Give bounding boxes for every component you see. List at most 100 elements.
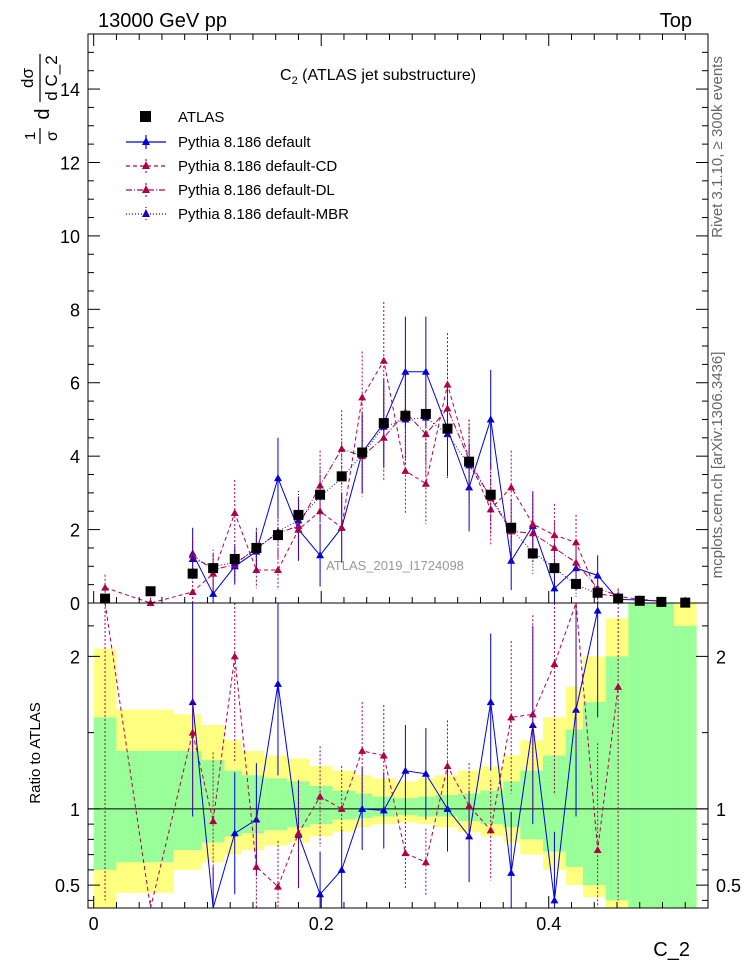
- main-point-dl: [443, 404, 452, 412]
- band-inner: [543, 755, 566, 852]
- main-point-atlas: [464, 456, 475, 467]
- x-tick-label: 0: [89, 914, 99, 934]
- main-point-atlas: [592, 587, 603, 598]
- y-tick-label-top: 6: [70, 374, 80, 394]
- ratio-point-default: [358, 804, 367, 812]
- band-inner: [434, 795, 458, 817]
- ratio-point-default: [273, 679, 282, 687]
- plot-title-sub: 2: [292, 75, 298, 87]
- main-point-cd: [507, 483, 516, 491]
- main-point-atlas: [315, 489, 326, 500]
- y-tick-label-top: 2: [70, 521, 80, 541]
- ratio-point-default: [421, 769, 430, 777]
- legend-marker-dl: [142, 185, 150, 193]
- band-inner: [417, 796, 435, 817]
- ratio-panel-frame: [87, 602, 709, 909]
- ratio-point-cd: [614, 682, 623, 690]
- plot-title-main: C: [280, 67, 292, 84]
- ratio-point-cd: [337, 804, 346, 812]
- ratio-point-default: [443, 804, 452, 812]
- ratio-point-cd: [421, 858, 430, 866]
- band-inner: [673, 625, 697, 908]
- band-inner: [503, 781, 521, 828]
- main-point-atlas: [506, 522, 517, 533]
- plot-title-rest: (ATLAS jet substructure): [298, 67, 476, 84]
- main-point-mbr: [294, 516, 303, 524]
- band-inner: [332, 790, 356, 820]
- band-inner: [520, 770, 544, 840]
- ratio-point-cd: [294, 829, 303, 837]
- legend-label-atlas: ATLAS: [178, 109, 224, 126]
- main-point-dl: [294, 521, 303, 529]
- ratio-point-cd: [486, 826, 495, 834]
- band-inner: [355, 793, 373, 819]
- ratio-point-cd: [401, 849, 410, 857]
- ratio-point-default: [337, 865, 346, 873]
- y-tick-label-ratio-right: 0.5: [716, 876, 741, 896]
- main-point-default: [316, 551, 325, 559]
- band-inner: [264, 778, 288, 831]
- main-point-dl: [572, 558, 581, 566]
- side-label-mcplots: mcplots.cern.ch [arXiv:1306.3436]: [709, 352, 726, 579]
- main-point-default: [401, 367, 410, 375]
- main-point-cd: [230, 509, 239, 517]
- legend-marker-mbr: [142, 209, 150, 217]
- y-tick-label-ratio-right: 2: [716, 647, 726, 667]
- legend-label-default: Pythia 8.186 default: [178, 134, 311, 151]
- main-point-cd: [209, 569, 218, 577]
- band-inner: [93, 717, 117, 870]
- legend: ATLAS Pythia 8.186 default Pythia 8.186 …: [126, 109, 349, 223]
- ratio-point-default: [550, 896, 559, 904]
- ratio-point-default: [593, 606, 602, 614]
- plot-title: C2 (ATLAS jet substructure): [280, 67, 476, 87]
- main-point-default: [550, 584, 559, 592]
- band-inner: [309, 786, 333, 825]
- band-inner: [651, 603, 674, 908]
- ratio-point-default: [572, 705, 581, 713]
- ratio-point-cd: [188, 728, 197, 736]
- ratio-point-cd: [528, 710, 537, 718]
- main-point-cd: [401, 466, 410, 474]
- band-inner: [628, 603, 652, 908]
- ratio-line-cd: [104, 602, 619, 909]
- main-point-cd: [101, 583, 110, 591]
- ratio-point-default: [316, 890, 325, 898]
- main-point-atlas: [145, 586, 156, 597]
- main-point-default: [209, 589, 218, 597]
- main-point-cd: [443, 380, 452, 388]
- main-point-default: [486, 415, 495, 423]
- band-inner: [395, 798, 418, 815]
- ylabel-frac2-den: d C_2: [42, 55, 61, 100]
- legend-label-cd: Pythia 8.186 default-CD: [178, 158, 337, 175]
- main-point-atlas: [400, 410, 411, 421]
- legend-marker-default: [142, 137, 150, 145]
- band-inner: [224, 770, 242, 837]
- ratio-point-cd: [593, 846, 602, 854]
- ratio-point-cd: [507, 713, 516, 721]
- watermark: ATLAS_2019_I1724098: [326, 558, 464, 573]
- legend-label-mbr: Pythia 8.186 default-MBR: [178, 206, 349, 223]
- y-tick-label-top: 14: [60, 80, 80, 100]
- main-point-default: [273, 474, 282, 482]
- x-tick-label: 0.4: [536, 914, 561, 934]
- y-tick-label-ratio: 1: [70, 800, 80, 820]
- ratio-point-cd: [273, 882, 282, 890]
- main-point-atlas: [336, 471, 347, 482]
- ylabel-frac1-num: 1: [22, 132, 39, 140]
- main-point-atlas: [378, 418, 389, 429]
- main-point-atlas: [251, 542, 262, 553]
- main-point-atlas: [208, 563, 219, 574]
- ratio-point-default: [401, 766, 410, 774]
- ratio-point-cd: [358, 746, 367, 754]
- ratio-point-cd: [316, 792, 325, 800]
- band-inner: [605, 656, 629, 901]
- band-inner: [116, 750, 174, 863]
- main-point-mbr: [188, 554, 197, 562]
- main-point-cd: [273, 565, 282, 573]
- main-point-default: [421, 367, 430, 375]
- main-point-atlas: [420, 408, 431, 419]
- main-point-atlas: [442, 423, 453, 434]
- ratio-point-default: [486, 698, 495, 706]
- ratio-point-cd: [550, 660, 559, 667]
